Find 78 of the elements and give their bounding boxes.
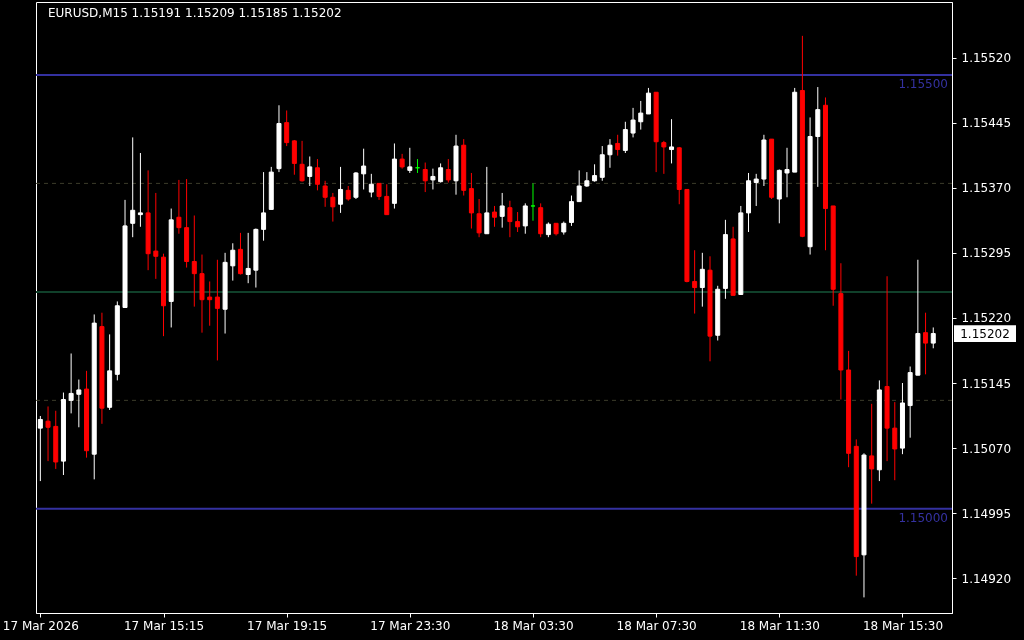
candlestick [515,211,521,233]
candlestick [692,249,698,315]
candlestick [869,403,875,505]
candlestick [76,379,82,428]
y-tick-label: 1.15445 [961,116,1012,131]
candlestick [638,100,644,131]
candlestick [445,158,451,184]
candlestick [176,179,182,235]
candlestick [68,353,74,414]
y-tick-label: 1.15145 [961,376,1012,391]
candlestick [330,192,336,223]
candlestick [430,168,436,190]
candlestick [230,242,236,282]
candlestick [892,401,898,481]
y-tick-label: 1.15295 [961,246,1012,261]
text: 1.15202 [960,326,1010,341]
candlestick [322,180,328,208]
candlestick [669,118,675,164]
candlestick [314,158,320,191]
candlestick [576,169,582,203]
candlestick [484,166,490,235]
candlestick [284,109,290,147]
candlestick [615,134,621,157]
candlestick [599,145,605,182]
candlestick [422,162,428,193]
x-tick-label: 18 Mar 03:30 [493,618,574,633]
candlestick [622,121,628,154]
y-tick-label: 1.15220 [961,311,1012,326]
candlestick [584,171,590,188]
candlestick [568,195,574,227]
candlestick [499,192,505,229]
y-tick-label: 1.14995 [961,506,1012,521]
x-tick-label: 17 Mar 15:15 [123,618,205,633]
candlestick [753,173,759,207]
candlestick [645,87,651,115]
y-tick-label: 1.15070 [961,441,1012,456]
candlestick [630,107,636,138]
candlestick [245,232,251,284]
candlestick [153,192,159,280]
candlestick [923,312,929,375]
x-tick-label: 17 Mar 19:15 [247,618,328,633]
candlestick [261,171,267,242]
candlestick [45,405,51,462]
ref-line-label: 1.15000 [898,510,948,525]
candlestick [699,252,705,308]
x-tick-label: 18 Mar 07:30 [616,618,697,633]
candlestick [207,280,213,327]
candlestick [607,138,613,169]
candlestick [299,140,305,183]
candlestick [530,182,536,222]
candlestick [291,139,297,176]
y-tick-label: 1.15370 [961,181,1012,196]
candlestick [438,162,444,184]
candlestick [407,147,413,174]
candlestick [492,205,497,228]
candlestick [137,152,143,228]
candlestick [661,140,667,175]
chart-title: EURUSD,M15 1.15191 1.15209 1.15185 1.15202 [48,6,342,20]
x-tick-label: 18 Mar 11:30 [739,618,820,633]
y-tick-label: 1.14920 [961,571,1012,586]
x-tick-label: 18 Mar 15:30 [862,618,944,633]
candlestick [307,155,313,187]
ref-line-label: 1.15500 [898,76,948,91]
candlestick [930,326,936,349]
candlestick [191,215,197,308]
candlestick [368,173,374,198]
candlestick [784,147,790,198]
y-tick-label: 1.15520 [961,51,1012,66]
candlestick [384,183,390,216]
candlestick [522,202,528,235]
x-tick-label: 17 Mar 23:30 [370,618,451,633]
candlestick [338,166,344,214]
candlestick [507,200,513,238]
candlestick [214,259,220,361]
candlestick [361,148,367,190]
candlestick [476,198,482,238]
candlestick [130,136,136,238]
x-tick-label: 17 Mar 2026 [2,618,79,633]
